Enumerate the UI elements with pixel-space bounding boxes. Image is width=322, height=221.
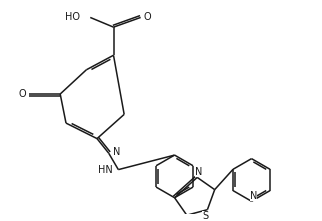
Text: HO: HO bbox=[65, 12, 80, 23]
Text: N: N bbox=[250, 191, 257, 201]
Text: N: N bbox=[194, 167, 202, 177]
Text: N: N bbox=[113, 147, 120, 157]
Text: HN: HN bbox=[99, 165, 113, 175]
Text: O: O bbox=[144, 12, 151, 23]
Text: S: S bbox=[203, 211, 209, 221]
Text: O: O bbox=[19, 89, 26, 99]
